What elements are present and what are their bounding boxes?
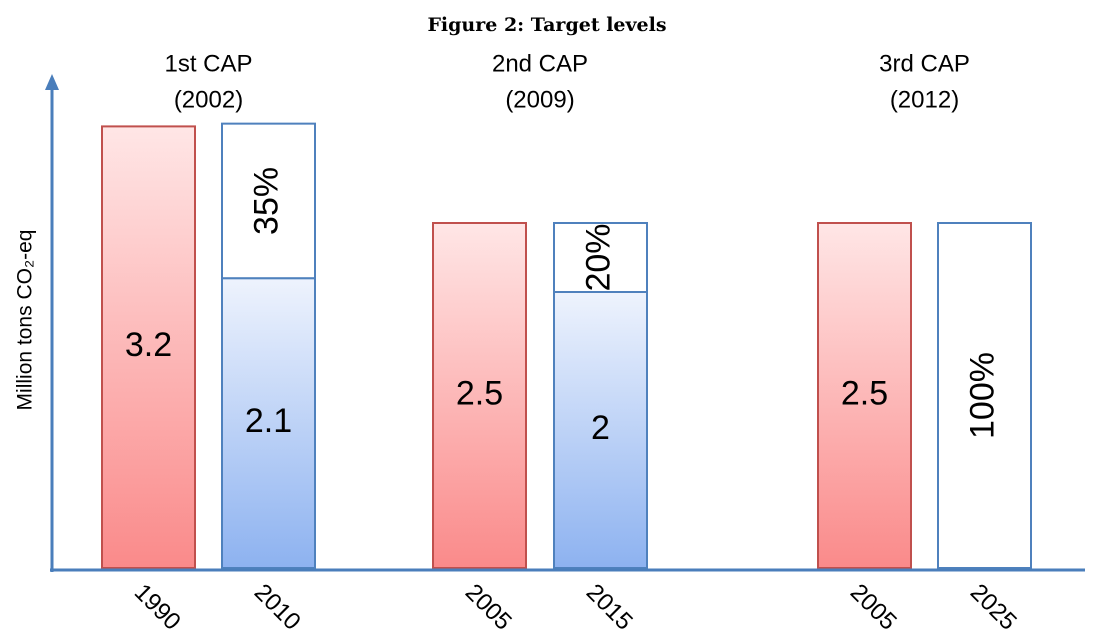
chart-title: Figure 2: Target levels xyxy=(427,14,666,36)
baseline-bar xyxy=(817,222,912,569)
baseline-label: 3.2 xyxy=(125,326,172,364)
reduction-bar xyxy=(221,122,316,280)
y-axis-label: Million tons CO₂-eq xyxy=(14,230,37,411)
target-bar xyxy=(553,291,648,569)
x-tick-label: 2005 xyxy=(460,579,517,634)
x-tick-label: 2005 xyxy=(845,579,902,634)
baseline-label: 2.5 xyxy=(456,374,503,412)
baseline-bar xyxy=(101,125,196,570)
baseline-bar xyxy=(432,222,527,569)
baseline-label: 2.5 xyxy=(841,374,888,412)
target-label: 2.1 xyxy=(245,402,292,440)
x-tick-label: 1990 xyxy=(129,579,186,634)
target-bar xyxy=(221,277,316,569)
group-year: (2002) xyxy=(174,86,243,113)
reduction-bar xyxy=(553,222,648,293)
group-label: 2nd CAP xyxy=(492,50,588,77)
reduction-label: 100% xyxy=(963,352,1001,439)
group-label: 3rd CAP xyxy=(879,50,970,77)
group-year: (2012) xyxy=(890,86,959,113)
group-year: (2009) xyxy=(505,86,574,113)
target-label: 2 xyxy=(591,409,610,447)
reduction-bar xyxy=(937,222,1032,569)
reduction-label: 35% xyxy=(247,167,285,235)
x-tick-label: 2015 xyxy=(581,579,638,634)
group-label: 1st CAP xyxy=(164,50,252,77)
reduction-label: 20% xyxy=(579,223,617,291)
x-tick-label: 2025 xyxy=(965,579,1022,634)
y-axis-arrow xyxy=(45,74,59,90)
x-tick-label: 2010 xyxy=(249,579,306,634)
